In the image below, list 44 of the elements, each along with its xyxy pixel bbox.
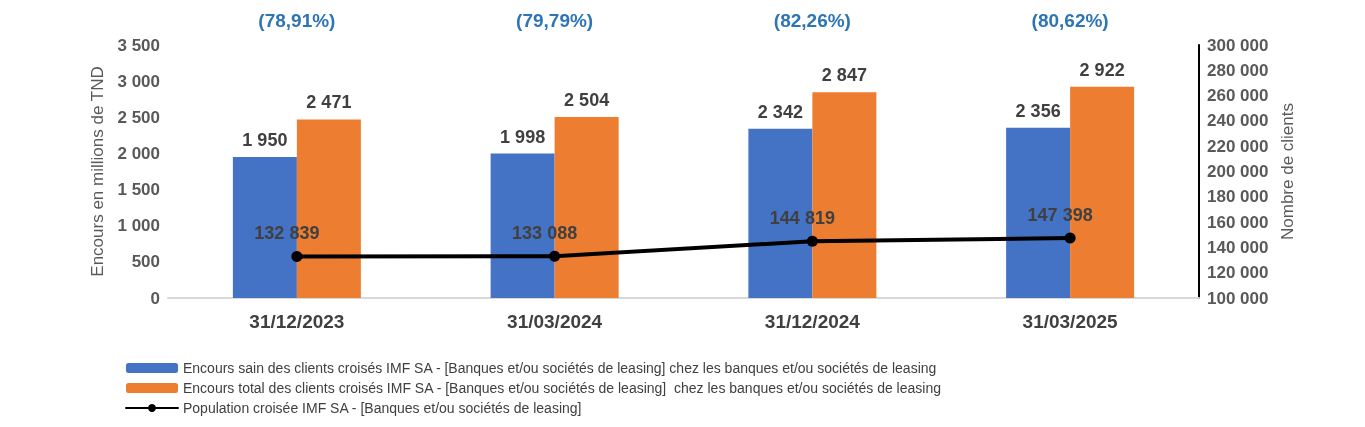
data-label: 1 950: [242, 130, 288, 151]
y2-tick-label: 220 000: [1207, 136, 1269, 156]
data-label: 2 356: [1015, 100, 1061, 121]
y-tick-label: 3 000: [117, 71, 160, 91]
data-label: 2 471: [306, 92, 352, 113]
x-tick-label: 31/03/2024: [507, 311, 603, 332]
legend-label: Encours sain des clients croisés IMF SA - [Banques et/ou sociétés de leasing] chez les banques et/ou sociétés de leasing: [183, 360, 937, 376]
y-tick-label: 1 000: [117, 216, 160, 236]
point: [291, 250, 303, 262]
data-label: 2 847: [821, 65, 867, 86]
y2-tick-label: 160 000: [1207, 212, 1269, 232]
point: [1064, 232, 1076, 244]
y-tick-label: 0: [150, 288, 160, 308]
y2-tick-label: 300 000: [1207, 35, 1269, 55]
y2-tick-label: 180 000: [1207, 187, 1269, 207]
legend-label: Encours total des clients croisés IMF SA - [Banques et/ou sociétés de leasing] chez les banques et/ou sociétés de leasing: [183, 380, 941, 396]
y2-tick-label: 260 000: [1207, 86, 1269, 106]
y2-axis-title: Nombre de clients: [1278, 102, 1298, 241]
data-label: 2 504: [564, 90, 610, 110]
y2-tick-label: 100 000: [1207, 288, 1269, 308]
y2-tick-label: 140 000: [1207, 237, 1269, 257]
y-axis-title: Encours en millions de TND: [88, 66, 107, 277]
y2-tick-label: 280 000: [1207, 60, 1269, 80]
point: [806, 235, 818, 247]
data-label: 2 342: [757, 101, 803, 122]
y-tick-label: 1 500: [117, 180, 160, 200]
legend-label: Population croisée IMF SA - [Banques et/ou sociétés de leasing]: [183, 400, 582, 416]
y-tick-label: 500: [131, 252, 160, 272]
x-tick-label: 31/12/2023: [249, 311, 345, 332]
y2-tick-label: 200 000: [1207, 162, 1269, 181]
y-tick-label: 2 000: [117, 143, 160, 163]
x-tick-label: 31/12/2024: [764, 311, 861, 332]
text: (79,79%): [516, 9, 594, 31]
y2-tick-label: 240 000: [1207, 111, 1269, 131]
text: (80,62%): [1031, 9, 1109, 31]
point: [549, 250, 561, 262]
text: (82,26%): [773, 9, 851, 31]
y-tick-label: 2 500: [117, 107, 160, 127]
data-label: 2 922: [1079, 59, 1125, 80]
x-tick-label: 31/03/2025: [1022, 311, 1119, 332]
data-label: 1 998: [500, 126, 546, 147]
y2-tick-label: 120 000: [1207, 263, 1269, 283]
text: (78,91%): [258, 9, 336, 31]
y-tick-label: 3 500: [117, 35, 160, 55]
